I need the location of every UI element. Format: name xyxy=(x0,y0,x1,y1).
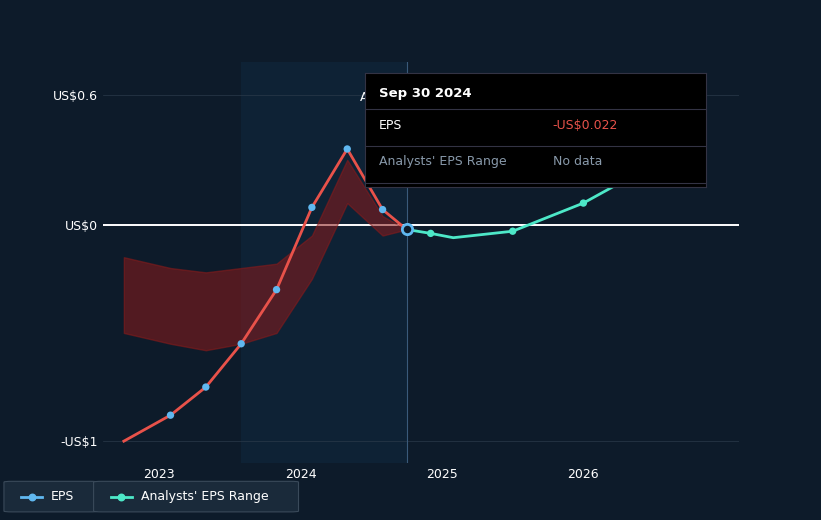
Point xyxy=(25,492,39,501)
Point xyxy=(270,285,283,294)
Text: Analysts' EPS Range: Analysts' EPS Range xyxy=(379,155,507,168)
FancyBboxPatch shape xyxy=(94,482,299,512)
Text: Analysts' EPS Range: Analysts' EPS Range xyxy=(140,490,268,503)
Point xyxy=(305,203,319,212)
Point xyxy=(577,199,590,207)
Point xyxy=(115,492,128,501)
Point xyxy=(341,145,354,153)
FancyBboxPatch shape xyxy=(4,482,98,512)
Point xyxy=(235,340,248,348)
Text: No data: No data xyxy=(553,155,602,168)
Point xyxy=(200,383,213,391)
Point xyxy=(400,225,413,233)
Text: Actual: Actual xyxy=(360,90,400,103)
Text: EPS: EPS xyxy=(51,490,74,503)
Bar xyxy=(241,62,406,463)
Text: -US$0.022: -US$0.022 xyxy=(553,119,618,132)
Point xyxy=(376,205,389,214)
Point xyxy=(683,140,696,149)
Point xyxy=(506,227,519,236)
Text: Analysts Forecasts: Analysts Forecasts xyxy=(416,90,533,103)
Text: EPS: EPS xyxy=(379,119,402,132)
Point xyxy=(424,229,438,238)
Point xyxy=(164,411,177,419)
Text: Sep 30 2024: Sep 30 2024 xyxy=(379,86,471,99)
